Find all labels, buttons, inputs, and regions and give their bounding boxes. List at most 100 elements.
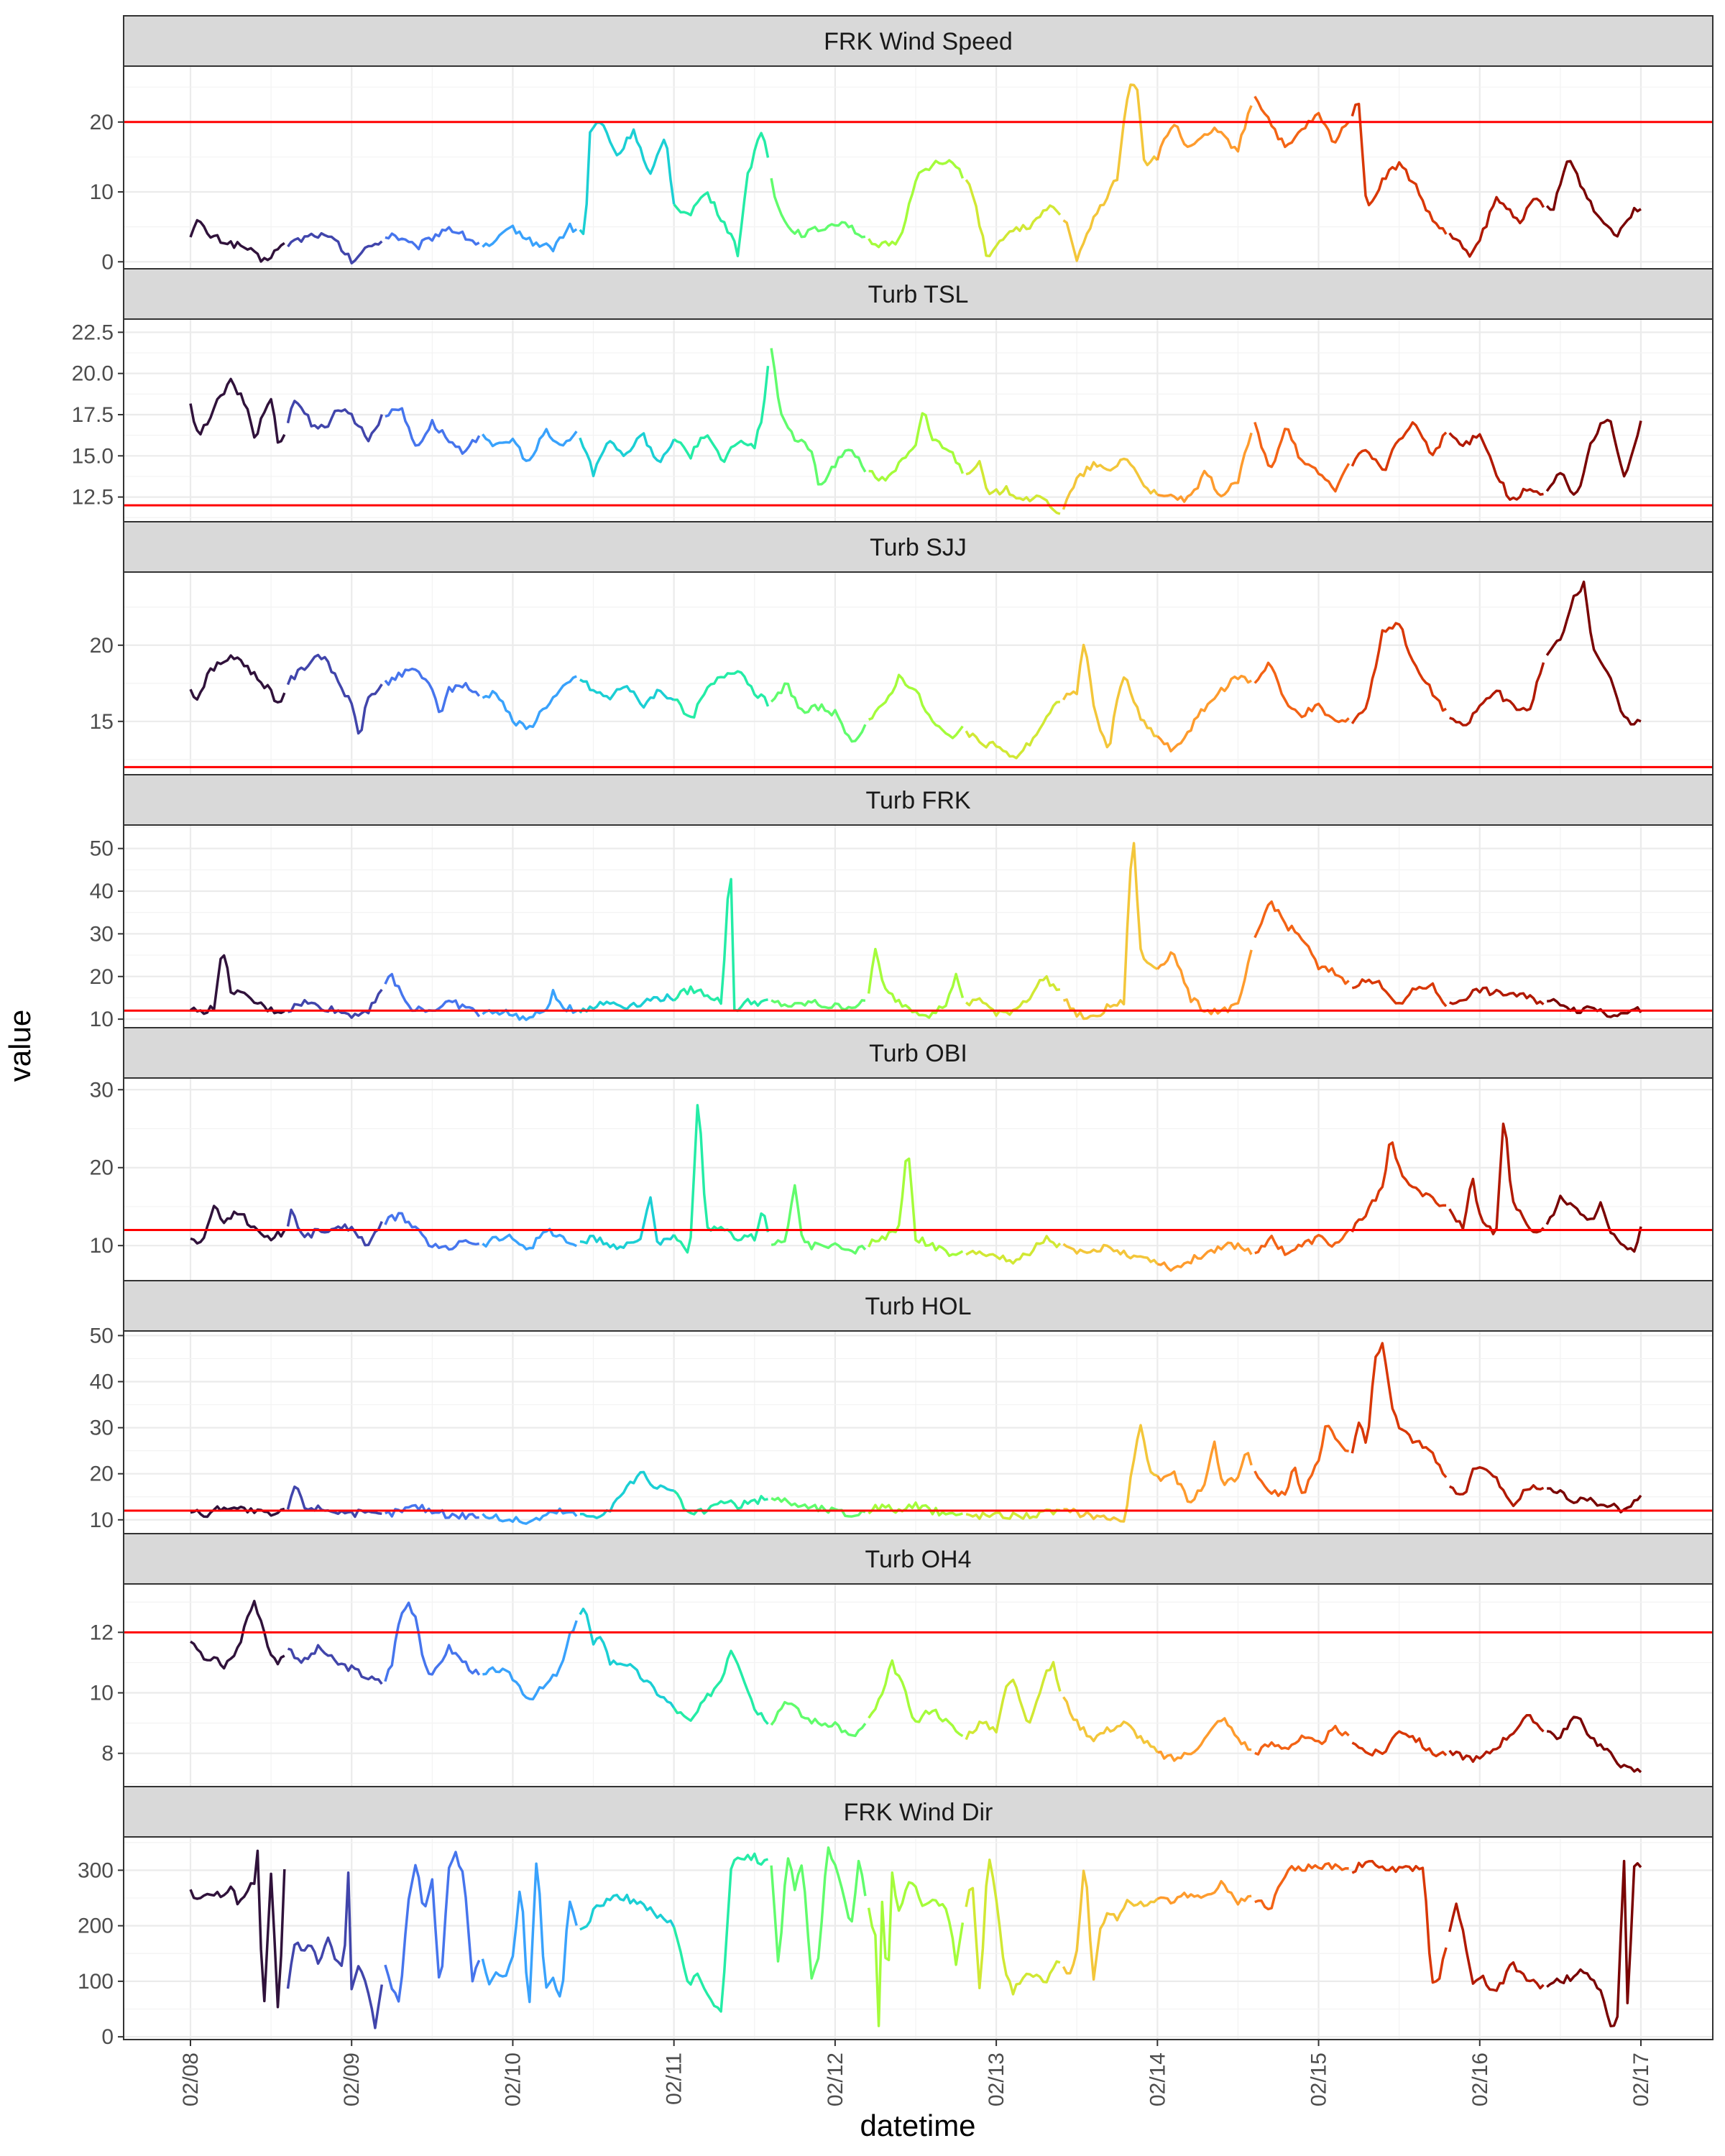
series-segment: [287, 231, 383, 264]
series-segment: [482, 675, 577, 730]
series-segment: [1156, 1241, 1253, 1272]
series-segment: [579, 678, 675, 709]
y-tick-label: 12: [90, 1621, 114, 1644]
series-segment: [1062, 643, 1158, 749]
series-segment: [481, 428, 578, 462]
strip-background: [123, 1280, 1714, 1332]
series-segment: [1546, 1715, 1642, 1774]
y-tick-label: 0: [101, 2025, 114, 2049]
y-tick-label: 15.0: [72, 444, 114, 468]
series-segment: [1254, 1424, 1349, 1498]
series-segment: [868, 1501, 963, 1517]
series-segment: [579, 1196, 676, 1250]
panel-background: [123, 1330, 1714, 1534]
series-segment: [770, 1700, 867, 1738]
series-segment: [1448, 1902, 1545, 1992]
series-segment: [1062, 83, 1159, 262]
series-segment: [673, 1489, 768, 1516]
series-segment: [965, 459, 1061, 515]
series-segment: [673, 877, 768, 1013]
series-group: [190, 1600, 1642, 1774]
series-segment: [1156, 432, 1253, 503]
series-segment: [1351, 1730, 1448, 1758]
series-segment: [867, 1871, 965, 2027]
series-segment: [770, 998, 866, 1011]
series-segment: [288, 1644, 383, 1685]
series-segment: [1449, 662, 1545, 727]
series-group: [190, 1342, 1642, 1525]
series-segment: [286, 1208, 383, 1247]
series-segment: [770, 348, 867, 486]
x-tick-label: 02/09: [340, 2053, 364, 2106]
series-segment: [1254, 900, 1350, 985]
series-segment: [1448, 432, 1544, 501]
series-segment: [1351, 1342, 1448, 1478]
series-segment: [286, 400, 383, 443]
series-segment: [189, 1849, 286, 2009]
series-segment: [579, 1607, 676, 1709]
strip-background: [123, 774, 1714, 826]
series-segment: [579, 121, 676, 236]
series-group: [189, 580, 1642, 760]
series-group: [190, 1104, 1642, 1272]
y-tick-label: 10: [90, 1008, 114, 1031]
strip-title: Turb HOL: [865, 1293, 971, 1320]
series-segment: [868, 1157, 964, 1258]
series-segment: [868, 673, 964, 740]
series-segment: [1545, 580, 1642, 726]
series-segment: [1254, 421, 1351, 493]
series-segment: [482, 222, 578, 253]
series-segment: [482, 988, 578, 1021]
series-segment: [673, 366, 770, 464]
x-tick-label: 02/13: [985, 2053, 1008, 2106]
series-segment: [1545, 1194, 1642, 1253]
series-segment: [286, 653, 383, 735]
y-tick-label: 40: [90, 880, 114, 903]
series-segment: [288, 988, 383, 1019]
series-segment: [286, 1485, 382, 1519]
y-tick-label: 17.5: [72, 403, 114, 427]
series-segment: [868, 159, 965, 249]
panel-background: [123, 571, 1714, 775]
series-group: [189, 348, 1642, 515]
series-segment: [189, 654, 286, 704]
series-segment: [1351, 102, 1448, 235]
series-segment: [673, 1649, 769, 1726]
strip-title: FRK Wind Speed: [824, 28, 1013, 55]
y-tick-label: 50: [90, 1324, 114, 1348]
series-segment: [1062, 457, 1159, 510]
y-tick-label: 30: [90, 1078, 114, 1102]
series-segment: [868, 412, 965, 482]
y-tick-label: 20: [90, 965, 114, 989]
panel-4: Turb FRK 10 20 30 40 50: [90, 774, 1714, 1031]
series-segment: [1063, 842, 1159, 1021]
series-segment: [1545, 160, 1642, 238]
x-tick-label: 02/16: [1468, 2053, 1492, 2106]
panels: FRK Wind Speed 0 10 20 Turb TSL 12.5 15.0 17.5 2…: [72, 15, 1714, 2049]
series-segment: [579, 1470, 674, 1519]
strip-title: Turb SJJ: [870, 534, 967, 561]
x-tick-label: 02/14: [1146, 2053, 1169, 2106]
series-segment: [965, 1235, 1062, 1265]
series-group: [189, 842, 1642, 1021]
strip-title: Turb TSL: [868, 281, 969, 308]
series-segment: [1062, 1243, 1159, 1266]
y-tick-label: 8: [101, 1742, 114, 1766]
x-axis-title: datetime: [860, 2109, 975, 2142]
series-segment: [673, 1104, 770, 1254]
y-tick-label: 20: [90, 634, 114, 658]
series-segment: [1448, 1713, 1545, 1764]
x-tick-label: 02/11: [663, 2053, 686, 2105]
y-tick-label: 15: [90, 710, 114, 734]
series-segment: [673, 132, 770, 258]
panel-background: [123, 318, 1714, 522]
series-segment: [579, 1893, 676, 1931]
x-tick-label: 02/12: [824, 2053, 847, 2106]
x-axis: 02/08 02/09 02/10 02/11 02/12 02/13 02/14 02/15…: [179, 2040, 1653, 2106]
y-tick-label: 10: [90, 180, 114, 204]
series-segment: [1448, 1466, 1545, 1508]
series-segment: [965, 700, 1061, 760]
y-tick-label: 12.5: [72, 486, 114, 510]
y-tick-label: 20: [90, 111, 114, 134]
